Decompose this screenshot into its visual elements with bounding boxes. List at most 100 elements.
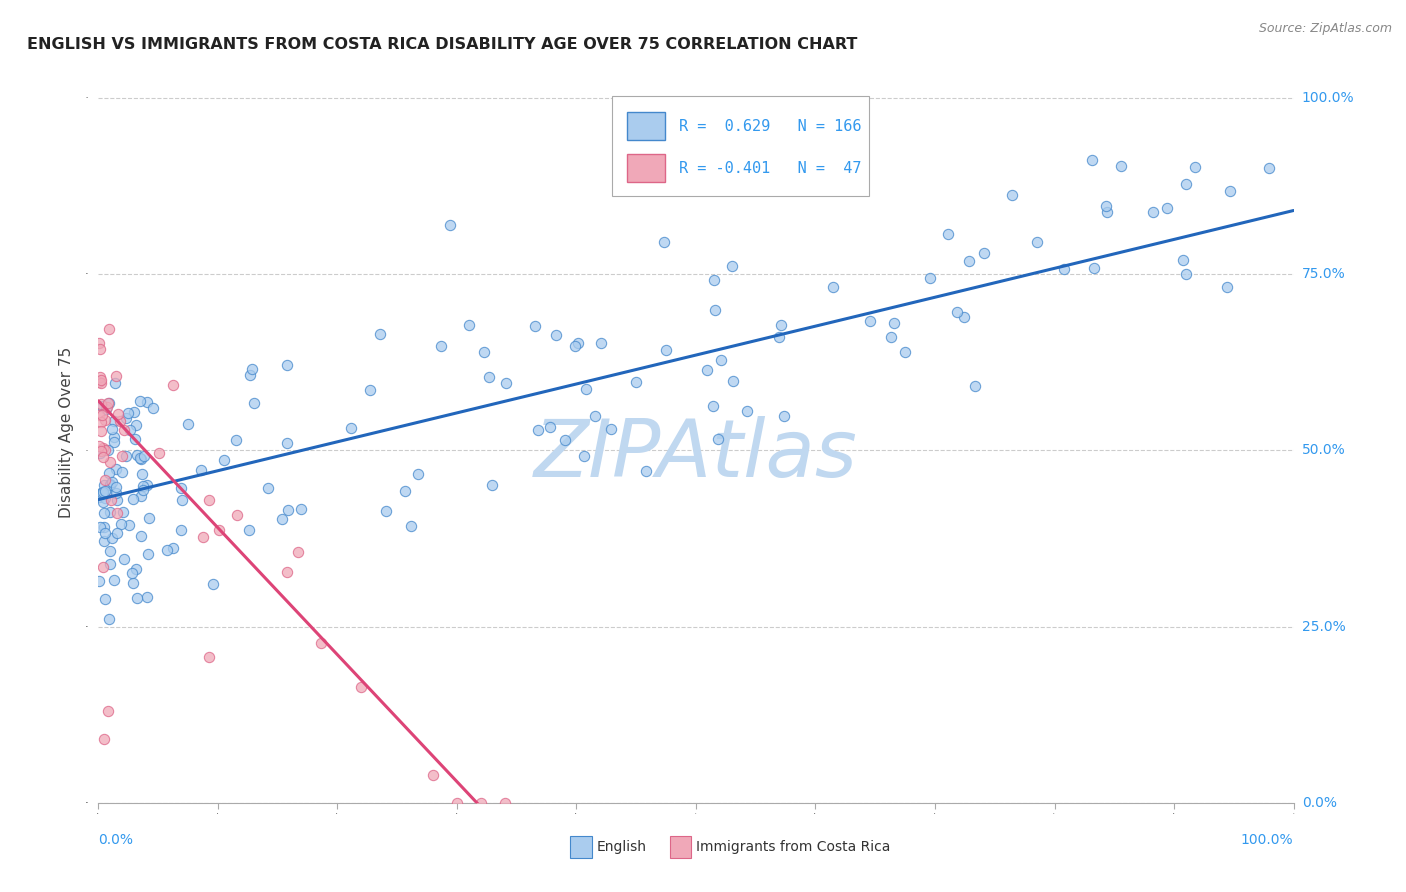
Point <box>97 396 120 410</box>
Point <box>103 430 125 444</box>
FancyBboxPatch shape <box>669 836 692 858</box>
Point <box>103 435 125 450</box>
Point <box>98 321 121 335</box>
Point <box>91 485 114 500</box>
Point <box>276 436 298 450</box>
Point <box>98 466 121 480</box>
Point <box>90 399 112 413</box>
Point <box>422 768 444 782</box>
Point <box>112 423 135 437</box>
Point <box>721 259 744 273</box>
Point <box>478 369 501 384</box>
Point <box>963 379 986 393</box>
Point <box>1175 267 1198 281</box>
Point <box>472 345 495 359</box>
Point <box>97 395 120 409</box>
Point <box>94 483 117 498</box>
Point <box>706 432 728 446</box>
Point <box>768 330 790 344</box>
Point <box>125 591 148 605</box>
Point <box>90 397 112 411</box>
Point <box>170 493 193 508</box>
Point <box>973 246 995 260</box>
Point <box>271 512 294 526</box>
Point <box>100 422 122 436</box>
Point <box>1109 159 1132 173</box>
Point <box>105 525 128 540</box>
Point <box>91 485 114 500</box>
Text: 75.0%: 75.0% <box>1302 267 1346 281</box>
Point <box>710 353 733 368</box>
Point <box>94 592 117 607</box>
Point <box>138 511 160 525</box>
Point <box>129 394 152 409</box>
Point <box>93 507 115 521</box>
Point <box>110 449 132 463</box>
Point <box>1171 252 1194 267</box>
Point <box>1142 204 1164 219</box>
Point <box>1080 153 1102 167</box>
Point <box>97 443 120 458</box>
Point <box>162 378 184 392</box>
Point <box>118 517 141 532</box>
Point <box>136 394 159 409</box>
Text: R =  0.629   N = 166: R = 0.629 N = 166 <box>679 119 862 134</box>
Point <box>703 273 725 287</box>
Text: 100.0%: 100.0% <box>1302 91 1354 104</box>
Point <box>769 318 792 332</box>
Point <box>98 544 121 558</box>
Point <box>375 504 398 518</box>
FancyBboxPatch shape <box>627 154 665 182</box>
Point <box>239 368 262 382</box>
Point <box>198 492 221 507</box>
Point <box>277 503 299 517</box>
Text: 100.0%: 100.0% <box>1241 833 1294 847</box>
Point <box>125 417 148 432</box>
Point <box>104 376 127 390</box>
Point <box>105 368 128 383</box>
Point <box>554 433 576 447</box>
Point <box>583 409 606 424</box>
Point <box>170 523 193 537</box>
Point <box>94 491 117 505</box>
Point <box>100 492 122 507</box>
Point <box>1083 261 1105 276</box>
Point <box>201 577 224 591</box>
Point <box>97 704 120 718</box>
Text: Immigrants from Costa Rica: Immigrants from Costa Rica <box>696 840 890 855</box>
Point <box>105 507 128 521</box>
Point <box>243 396 266 410</box>
Point <box>89 369 111 384</box>
Point <box>101 532 124 546</box>
Point <box>655 343 678 357</box>
Point <box>1215 280 1237 294</box>
Point <box>946 305 969 319</box>
Point <box>94 473 117 487</box>
Point <box>394 483 416 498</box>
Point <box>575 382 598 396</box>
Point <box>107 407 129 421</box>
Point <box>523 318 546 333</box>
Point <box>723 374 745 388</box>
Point <box>626 375 648 389</box>
Point <box>702 399 724 413</box>
Point <box>959 253 981 268</box>
Point <box>94 413 117 427</box>
Point <box>122 576 145 591</box>
Point <box>538 420 561 434</box>
Point <box>124 432 146 446</box>
Point <box>129 490 152 504</box>
Point <box>634 464 657 478</box>
Point <box>572 449 595 463</box>
Point <box>131 467 153 481</box>
Point <box>94 443 117 458</box>
Point <box>90 376 112 390</box>
Point <box>104 462 127 476</box>
Point <box>105 493 128 508</box>
Point <box>91 560 114 574</box>
Text: 50.0%: 50.0% <box>1302 443 1346 458</box>
Point <box>132 483 155 497</box>
Point <box>564 339 586 353</box>
Point <box>737 404 759 418</box>
Point <box>91 441 114 455</box>
